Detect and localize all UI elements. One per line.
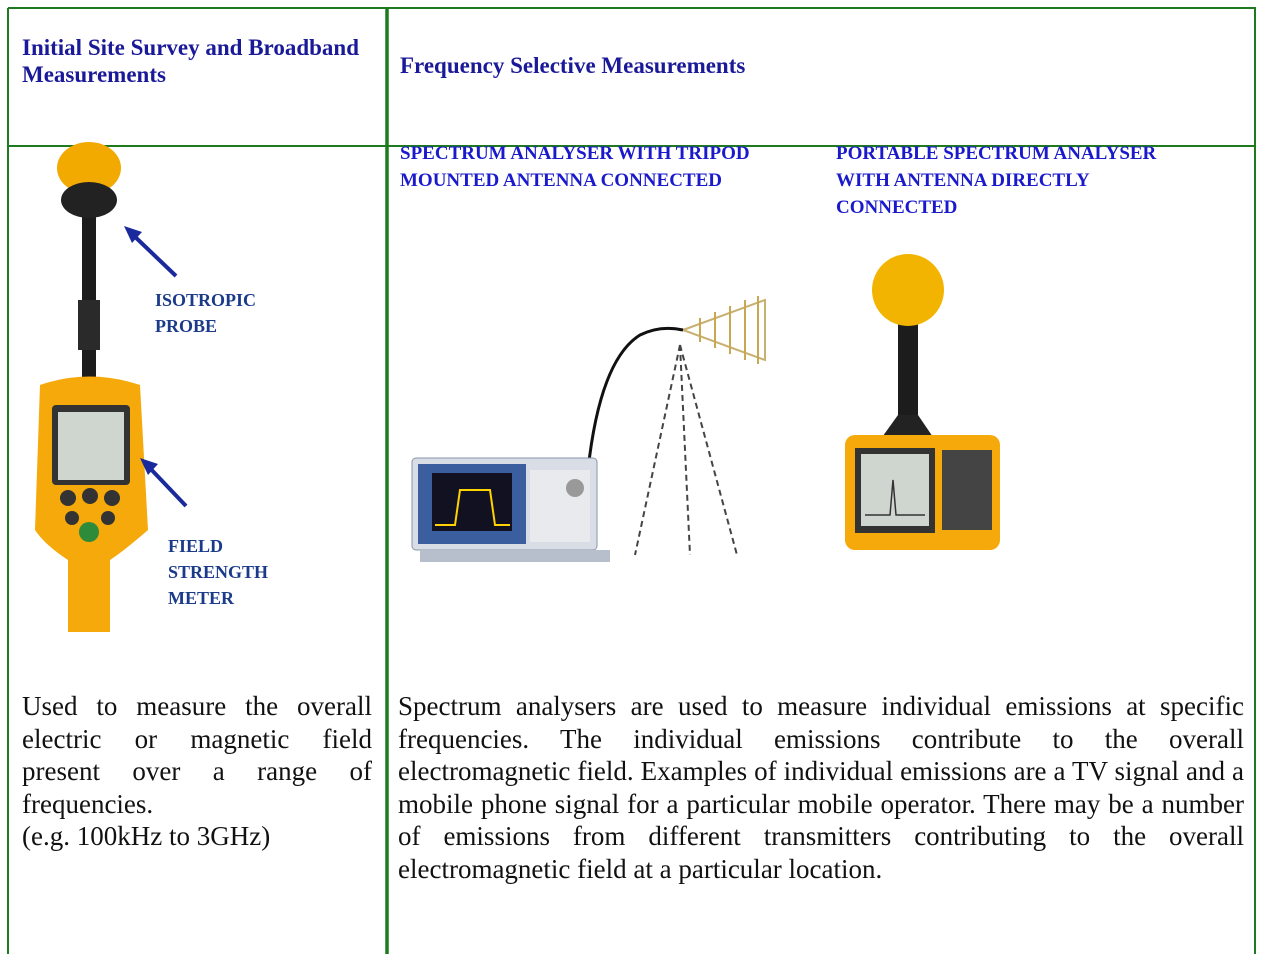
- paragraph: (e.g. 100kHz to 3GHz): [22, 821, 271, 851]
- header-cell: Frequency Selective Measurements: [400, 53, 746, 78]
- paragraph: Spectrum analysers are used to measure i…: [398, 691, 1244, 884]
- left-description: Used to measure the overall electric or …: [22, 690, 372, 853]
- paragraph: Used to measure the overall electric or …: [22, 691, 372, 819]
- header-cell: Initial Site Survey and Broadband Measur…: [22, 35, 360, 87]
- right-description: Spectrum analysers are used to measure i…: [398, 690, 1244, 885]
- image-label: ISOTROPIC PROBE: [155, 290, 257, 336]
- table-borders: [7, 7, 1256, 954]
- spectrum-analyser-image: [411, 296, 766, 562]
- image-label: FIELD STRENGTH METER: [168, 536, 269, 608]
- image-caption: SPECTRUM ANALYSER WITH TRIPOD MOUNTED AN…: [400, 143, 750, 191]
- image-caption: PORTABLE SPECTRUM ANALYSER WITH ANTENNA …: [836, 143, 1157, 218]
- portable-analyser-image: [845, 254, 1000, 550]
- probe-image: [35, 142, 188, 632]
